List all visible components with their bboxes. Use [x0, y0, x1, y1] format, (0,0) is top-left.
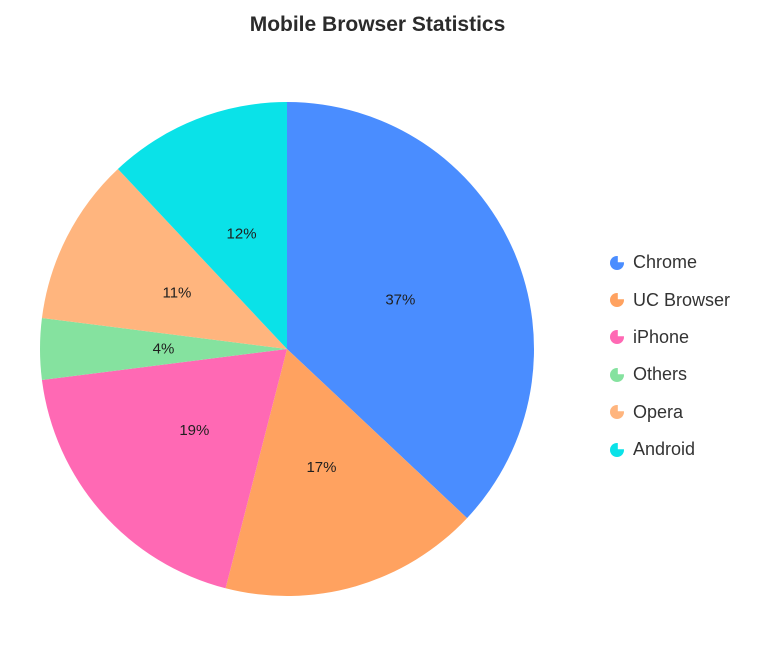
pie-icon: [610, 404, 625, 420]
slice-android[interactable]: [117, 102, 287, 349]
legend: Chrome UC Browser iPhone Others Opera Android: [609, 244, 730, 468]
legend-label: iPhone: [633, 326, 690, 347]
legend-label: UC Browser: [633, 289, 731, 310]
data-label-android: 12%: [227, 226, 257, 243]
slice-opera[interactable]: [41, 168, 288, 349]
legend-item-android[interactable]: Android: [609, 431, 730, 468]
chart-title: Mobile Browser Statistics: [249, 13, 506, 36]
data-label-chrome: 37%: [385, 291, 415, 308]
pie-icon: [610, 441, 625, 457]
slice-chrome[interactable]: [287, 102, 534, 519]
legend-item-others[interactable]: Others: [609, 356, 730, 393]
legend-label: Android: [633, 439, 696, 460]
pie-icon: [610, 329, 625, 345]
legend-label: Others: [633, 364, 688, 385]
slice-others[interactable]: [40, 318, 287, 380]
legend-item-chrome[interactable]: Chrome: [609, 244, 730, 281]
data-label-iphone: 19%: [179, 422, 209, 439]
legend-item-uc-browser[interactable]: UC Browser: [609, 281, 730, 318]
pie-icon: [610, 292, 625, 308]
legend-label: Chrome: [633, 252, 698, 273]
data-label-others: 4%: [153, 341, 175, 358]
slice-uc-browser[interactable]: [225, 349, 468, 596]
legend-item-opera[interactable]: Opera: [609, 394, 730, 431]
legend-item-iphone[interactable]: iPhone: [609, 319, 730, 356]
data-label-uc-browser: 17%: [306, 459, 336, 476]
legend-label: Opera: [633, 401, 684, 422]
slice-iphone[interactable]: [41, 349, 288, 589]
data-label-opera: 11%: [162, 284, 191, 301]
pie-icon: [610, 367, 625, 382]
pie-icon: [610, 254, 625, 270]
